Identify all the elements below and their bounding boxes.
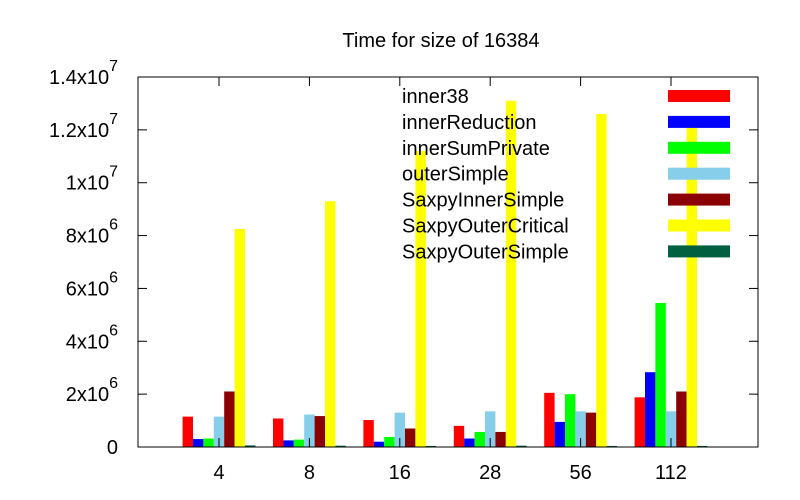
bar-inner38-16 [363, 420, 374, 447]
bar-SaxpyOuterCritical-112 [686, 119, 697, 447]
bar-SaxpyOuterCritical-4 [234, 228, 245, 447]
bar-innerSumPrivate-4 [203, 438, 214, 447]
bar-SaxpyOuterCritical-28 [505, 100, 517, 447]
bar-outerSimple-112 [665, 411, 677, 447]
y-tick-label: 1x107 [66, 164, 118, 195]
bar-outerSimple-16 [394, 412, 405, 447]
legend: inner38 innerReduction innerSumPrivate oute… [402, 86, 730, 263]
bar-SaxpyInnerSimple-8 [314, 416, 325, 447]
bar-SaxpyInnerSimple-56 [585, 412, 597, 447]
legend-swatch [668, 90, 730, 102]
bar-outerSimple-28 [485, 411, 496, 447]
legend-label: inner38 [402, 86, 469, 108]
y-tick-label: 6x106 [66, 269, 118, 300]
legend-label: SaxpyOuterSimple [402, 241, 569, 263]
bar-innerReduction-4 [193, 439, 204, 447]
legend-swatch [668, 219, 730, 232]
bar-innerReduction-28 [464, 438, 475, 447]
bar-innerReduction-112 [645, 372, 656, 447]
y-axis: 0 2x106 4x106 6x106 8x106 1x107 1.2x107 1.4x107 [49, 58, 758, 459]
bar-SaxpyOuterSimple-8 [335, 445, 346, 447]
bar-outerSimple-8 [304, 414, 315, 447]
bar-SaxpyOuterCritical-56 [596, 114, 607, 447]
x-axis: 4 8 16 28 56 112 [213, 77, 687, 484]
legend-label: innerSumPrivate [402, 138, 550, 160]
bar-innerReduction-16 [373, 441, 385, 447]
bars-group [182, 100, 708, 447]
x-tick-label: 16 [389, 462, 411, 484]
legend-swatch [668, 245, 730, 258]
x-tick-label: 28 [479, 462, 501, 484]
bar-inner38-56 [544, 392, 555, 447]
bar-SaxpyOuterSimple-56 [606, 445, 617, 447]
legend-label: outerSimple [402, 164, 509, 186]
bar-inner38-8 [273, 418, 284, 447]
bar-outerSimple-4 [213, 416, 225, 447]
y-tick-label: 2x106 [66, 375, 118, 406]
bar-SaxpyOuterSimple-16 [425, 445, 437, 447]
legend-swatch [668, 167, 730, 180]
bar-SaxpyOuterCritical-16 [415, 151, 426, 447]
bar-SaxpyOuterCritical-8 [325, 201, 336, 447]
bar-SaxpyInnerSimple-112 [676, 391, 687, 447]
legend-label: innerReduction [402, 112, 537, 134]
bar-inner38-28 [453, 425, 465, 447]
bar-inner38-4 [182, 416, 193, 447]
bar-SaxpyInnerSimple-16 [405, 428, 416, 447]
legend-label: SaxpyInnerSimple [402, 190, 564, 212]
bar-innerSumPrivate-16 [384, 436, 395, 447]
plot-frame [137, 76, 759, 448]
legend-swatch [668, 115, 730, 128]
legend-swatch [668, 193, 730, 206]
bar-innerSumPrivate-56 [565, 394, 576, 447]
bar-SaxpyInnerSimple-4 [224, 391, 235, 447]
y-tick-label: 4x106 [66, 322, 118, 353]
bar-innerReduction-56 [554, 421, 565, 447]
x-tick-label: 8 [304, 462, 315, 484]
bar-innerReduction-8 [283, 440, 294, 447]
bar-innerSumPrivate-8 [293, 439, 305, 447]
y-tick-label: 8x106 [66, 217, 118, 248]
x-tick-label: 4 [213, 462, 224, 484]
bar-SaxpyOuterSimple-28 [516, 445, 527, 447]
chart-title: Time for size of 16384 [342, 30, 539, 52]
bar-outerSimple-56 [575, 411, 586, 447]
legend-label: SaxpyOuterCritical [402, 216, 569, 238]
y-tick-label: 1.2x107 [49, 111, 118, 142]
bar-SaxpyInnerSimple-28 [495, 431, 506, 447]
x-tick-label: 112 [655, 462, 687, 484]
x-tick-label: 56 [569, 462, 591, 484]
legend-swatch [668, 141, 730, 154]
y-tick-label: 1.4x107 [49, 58, 118, 89]
bar-innerSumPrivate-112 [655, 302, 666, 447]
y-tick-label: 0 [107, 437, 118, 459]
bar-SaxpyOuterSimple-112 [697, 445, 708, 447]
bar-SaxpyOuterSimple-4 [245, 445, 256, 447]
bar-inner38-112 [634, 397, 645, 447]
bar-innerSumPrivate-28 [474, 431, 485, 447]
